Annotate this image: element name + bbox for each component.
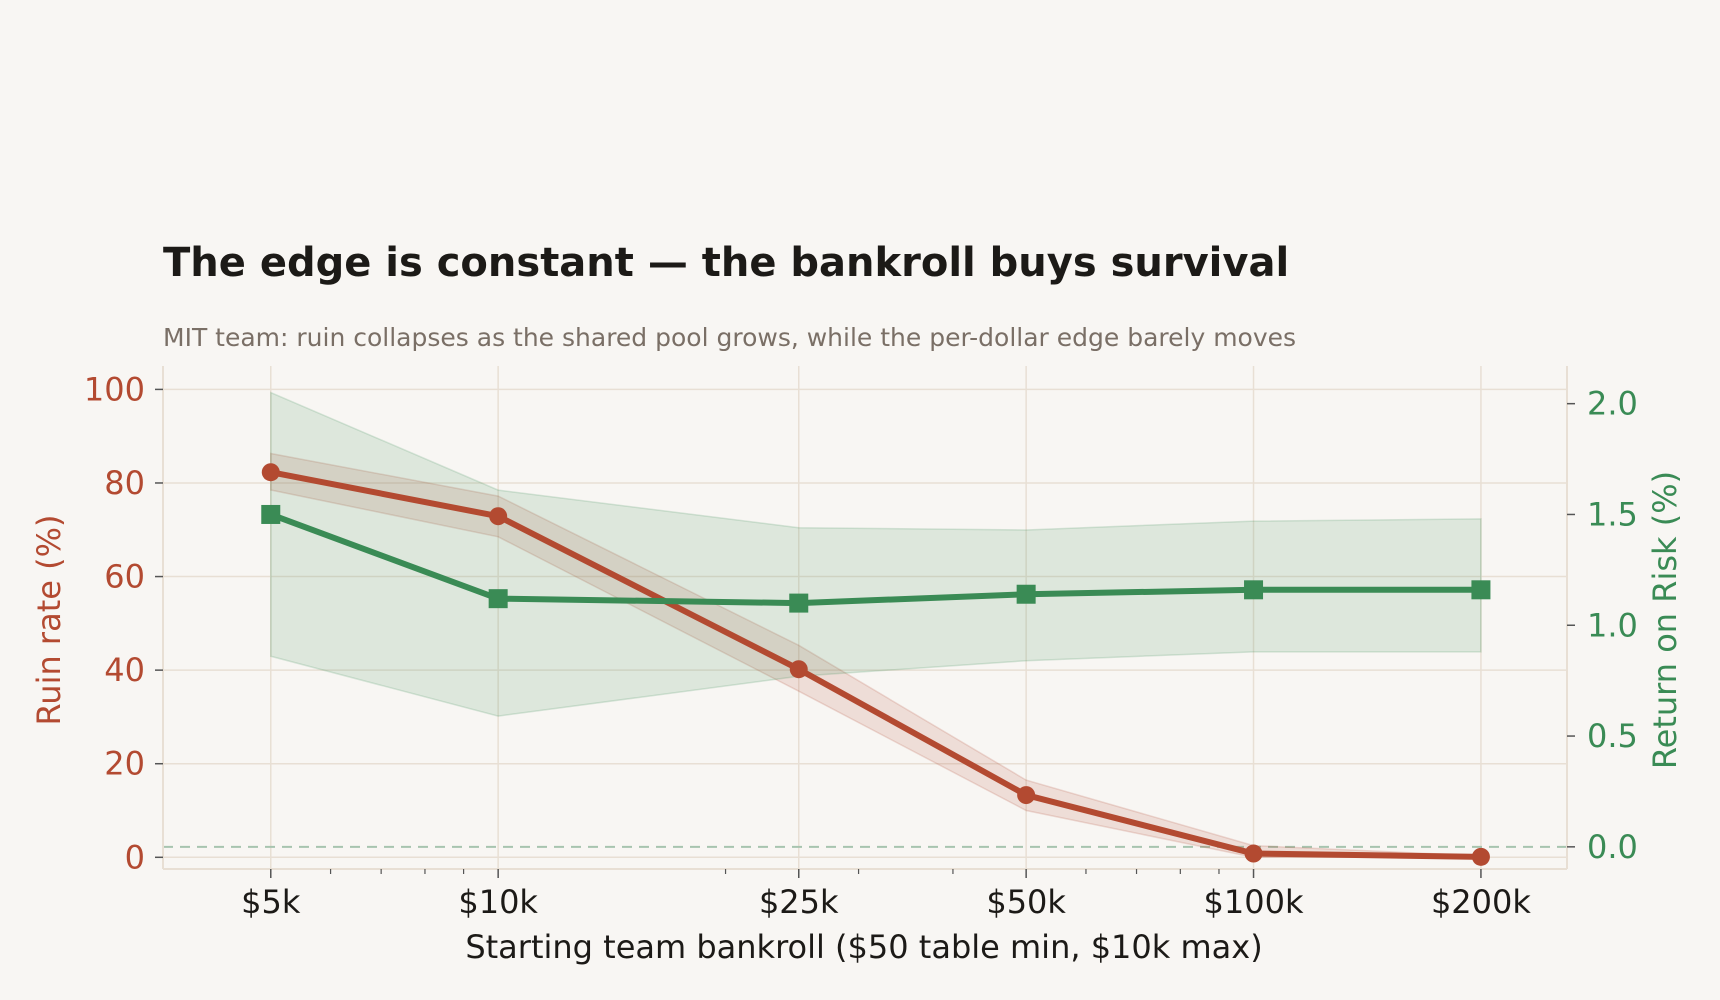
ruin-rate-line [267,469,1484,860]
band-layer [270,391,1482,859]
right-axis-label: Return on Risk (%) [1646,471,1684,769]
x-tick-label: $50k [986,883,1066,921]
grid-layer [163,366,1567,869]
right-tick-label: 0.5 [1587,717,1638,755]
return-on-risk-point [488,589,508,609]
marker-layer [261,463,1491,866]
return-on-risk-point [261,504,281,524]
axis-layer: 0 20 40 60 80 100 0.0 0.5 1.0 1.5 2.0 $5k $10k $25k $5… [84,366,1638,921]
return-on-risk-band [270,391,1482,717]
ruin-rate-point [261,463,280,482]
line-layer [267,469,1484,860]
ruin-rate-point [1471,847,1490,866]
chart-title: The edge is constant — the bankroll buys… [163,240,1289,286]
chart-subtitle: MIT team: ruin collapses as the shared p… [163,323,1296,352]
ruin-rate-point [1244,844,1263,863]
left-tick-label: 80 [104,464,145,502]
left-tick-label: 60 [104,558,145,596]
ruin-rate-point [489,507,508,526]
left-tick-label: 0 [125,838,145,876]
right-tick-label: 1.0 [1587,606,1638,644]
right-tick-label: 0.0 [1587,828,1638,866]
return-on-risk-point [1471,580,1491,600]
return-on-risk-point [789,593,809,613]
left-tick-label: 40 [104,651,145,689]
x-tick-label: $100k [1204,883,1304,921]
left-tick-label: 20 [104,745,145,783]
ruin-rate-point [1017,786,1036,805]
x-tick-label: $200k [1431,883,1531,921]
return-on-risk-point [1016,584,1036,604]
right-tick-label: 2.0 [1587,385,1638,423]
return-on-risk-point [1244,580,1264,600]
right-tick-label: 1.5 [1587,495,1638,533]
ruin-rate-point [789,660,808,679]
left-axis-label: Ruin rate (%) [30,515,68,726]
x-tick-label: $25k [759,883,839,921]
left-tick-label: 100 [84,370,145,408]
x-axis-label: Starting team bankroll ($50 table min, $… [465,928,1262,966]
x-tick-label: $5k [241,883,301,921]
x-tick-label: $10k [458,883,538,921]
return-on-risk-line [267,511,1484,607]
